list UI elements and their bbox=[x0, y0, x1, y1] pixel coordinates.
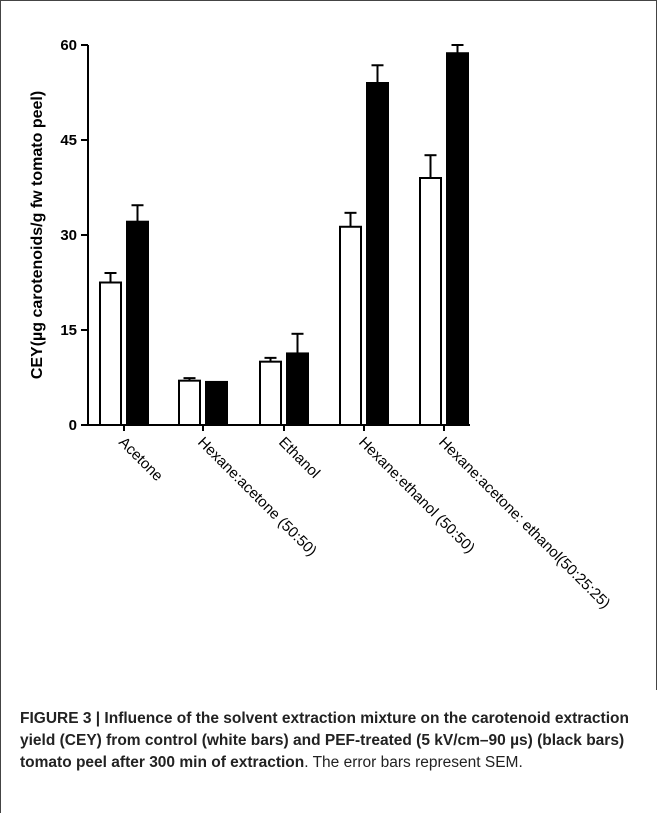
bar-pef bbox=[446, 52, 469, 426]
bar-control bbox=[99, 281, 122, 426]
x-tick-label: Hexane:acetone: ethanol(50:25:25) bbox=[435, 434, 613, 612]
bar-pef bbox=[126, 220, 149, 426]
caption-rest: . The error bars represent SEM. bbox=[304, 754, 523, 771]
bar-pef bbox=[286, 352, 309, 426]
bar-pef bbox=[366, 82, 389, 426]
bars bbox=[99, 44, 469, 426]
caption-bold: FIGURE 3 | Influence of the solvent extr… bbox=[20, 710, 629, 771]
x-tick-label: Ethanol bbox=[275, 434, 323, 482]
bar-control bbox=[419, 177, 442, 426]
bar-pef bbox=[205, 380, 228, 426]
x-tick-label: Acetone bbox=[115, 434, 166, 485]
bar-control bbox=[259, 360, 282, 426]
bar-chart: 0 15 30 45 60 CEY(µg carotenoids/g fw tomato … bbox=[29, 37, 613, 612]
figure-caption: FIGURE 3 | Influence of the solvent extr… bbox=[20, 708, 640, 774]
bar-control bbox=[339, 225, 362, 426]
bar-control bbox=[178, 379, 201, 426]
y-axis-label: CEY(µg carotenoids/g fw tomato peel) bbox=[29, 91, 46, 379]
y-tick-label: 15 bbox=[60, 322, 77, 339]
y-tick-label: 45 bbox=[60, 132, 77, 149]
y-tick-label: 30 bbox=[60, 227, 77, 244]
y-tick-label: 60 bbox=[60, 37, 77, 54]
y-tick-label: 0 bbox=[69, 417, 77, 434]
